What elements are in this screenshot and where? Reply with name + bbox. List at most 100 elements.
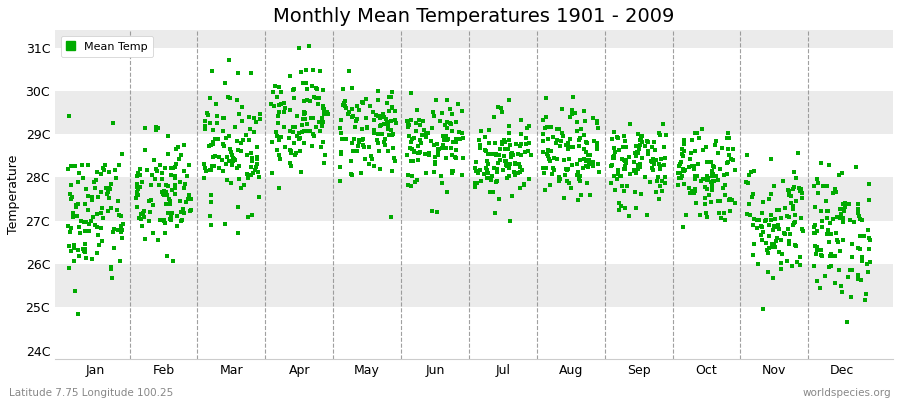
Point [541,136,555,142]
Point [498,158,512,164]
Point [277,108,292,115]
Point [607,153,621,159]
Point [649,157,663,163]
Point [539,95,554,102]
Point [159,182,174,188]
Point [513,164,527,170]
Point [86,214,101,220]
Point [405,146,419,152]
Point [829,230,843,236]
Point [176,210,191,217]
Point [431,145,446,152]
Point [764,212,778,218]
Point [158,229,172,236]
Point [622,212,636,219]
Point [298,110,312,116]
Point [825,216,840,222]
Point [582,156,597,163]
Point [764,190,778,197]
Point [80,193,94,199]
Point [607,145,621,151]
Point [654,188,669,194]
Point [276,100,291,106]
Point [494,109,508,115]
Point [788,242,802,248]
Point [316,138,330,145]
Point [652,196,666,202]
Point [203,199,218,206]
Point [718,182,733,188]
Point [861,227,876,233]
Point [706,170,720,177]
Point [481,151,495,157]
Point [410,143,425,149]
Point [183,207,197,214]
Title: Monthly Mean Temperatures 1901 - 2009: Monthly Mean Temperatures 1901 - 2009 [274,7,675,26]
Point [164,172,178,178]
Point [76,175,90,181]
Point [759,217,773,223]
Point [633,136,647,143]
Point [271,120,285,126]
Point [580,139,594,146]
Point [91,194,105,200]
Point [581,164,596,170]
Point [203,166,218,173]
Point [580,138,594,145]
Point [687,163,701,169]
Point [750,224,764,231]
Point [580,180,594,186]
Point [305,82,320,89]
Point [514,117,528,123]
Point [444,120,458,127]
Point [339,136,354,142]
Point [360,125,374,131]
Point [371,131,385,137]
Point [237,182,251,188]
Point [771,222,786,229]
Point [284,150,299,156]
Point [428,97,443,104]
Point [63,229,77,236]
Point [711,177,725,183]
Point [176,184,191,191]
Point [300,120,314,127]
Point [387,155,401,162]
Point [432,146,446,152]
Point [219,135,233,142]
Point [170,213,184,220]
Point [751,217,765,224]
Point [216,168,230,174]
Point [564,162,579,168]
Point [716,172,731,178]
Point [64,248,78,255]
Point [644,144,659,150]
Point [628,150,643,156]
Point [495,139,509,146]
Point [429,140,444,147]
Point [94,205,109,212]
Point [250,161,265,167]
Point [693,212,707,218]
Point [297,108,311,115]
Point [132,172,147,178]
Point [786,186,800,192]
Point [287,151,302,158]
Point [173,179,187,185]
Point [161,151,176,157]
Point [403,144,418,151]
Point [557,172,572,178]
Point [522,140,536,146]
Point [823,220,837,226]
Point [743,169,758,176]
Point [659,132,673,138]
Point [207,162,221,169]
Point [204,142,219,148]
Point [385,144,400,151]
Point [521,176,535,182]
Point [493,146,508,152]
Point [90,169,104,175]
Point [300,85,314,92]
Point [303,98,318,104]
Point [244,70,258,76]
